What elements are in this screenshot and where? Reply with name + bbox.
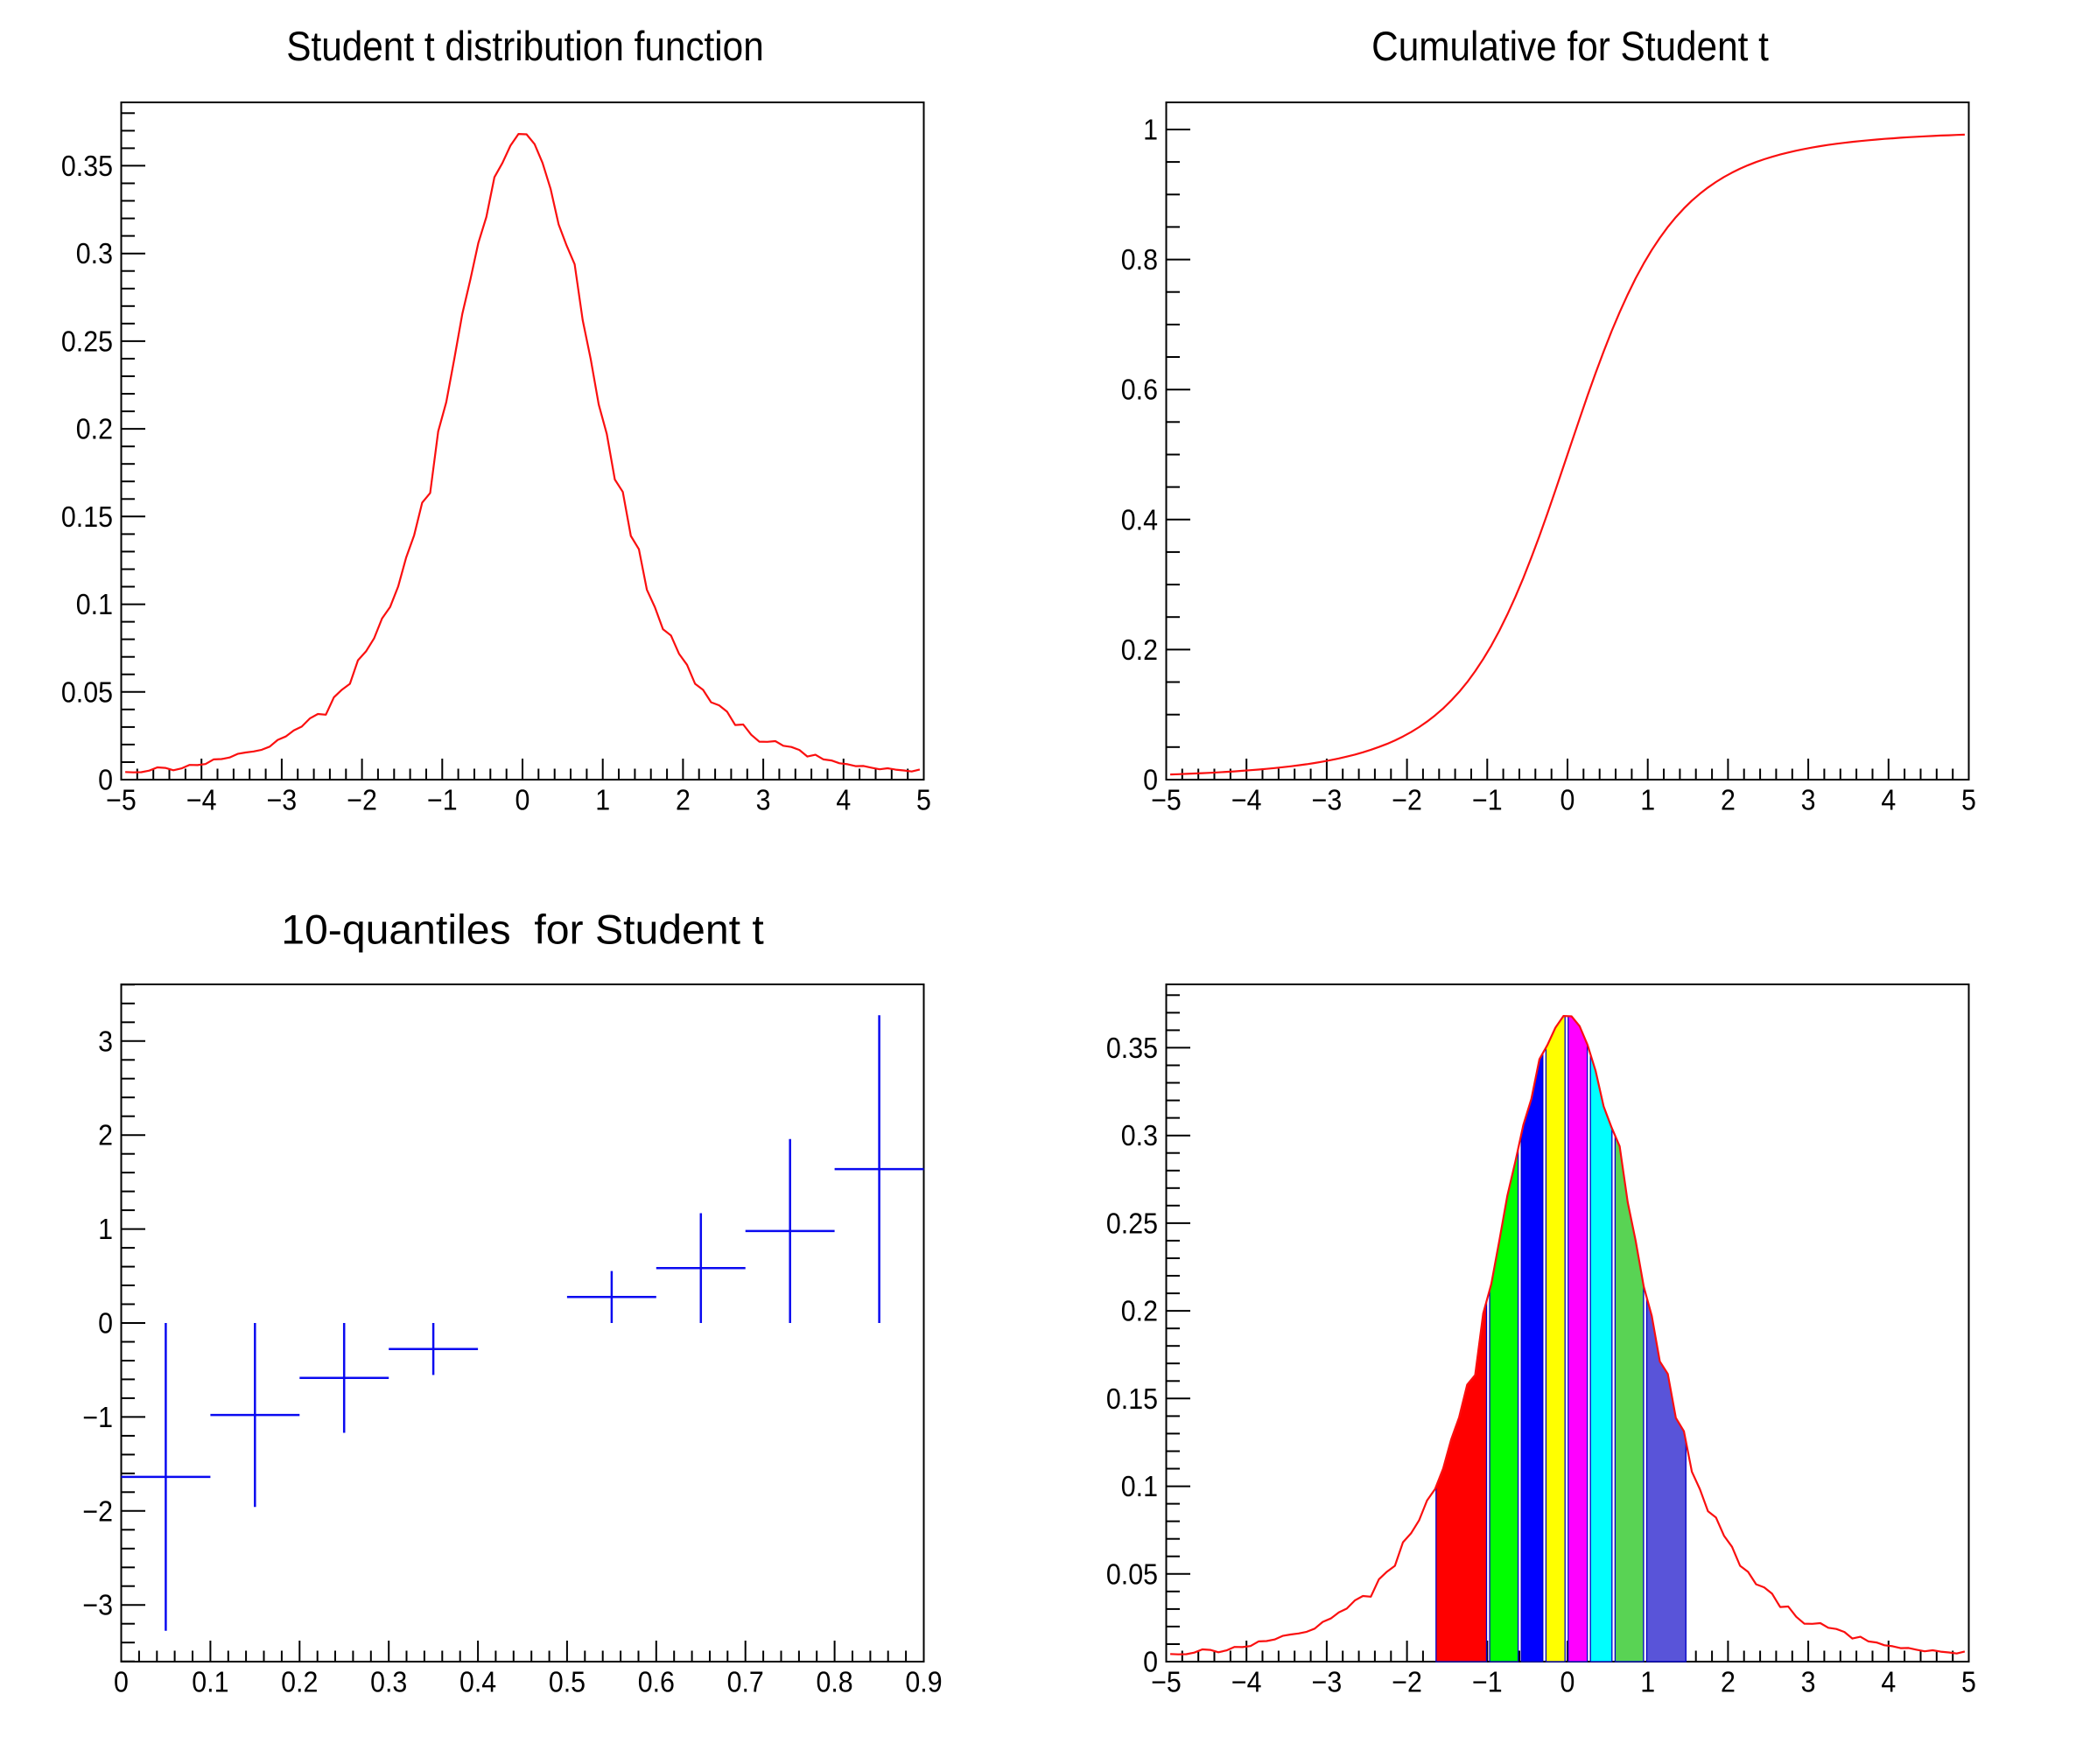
- svg-text:0: 0: [1560, 1665, 1575, 1698]
- svg-text:0.2: 0.2: [281, 1665, 318, 1698]
- svg-text:2: 2: [1721, 783, 1736, 816]
- svg-text:−5: −5: [1151, 783, 1182, 816]
- svg-text:−2: −2: [1392, 1665, 1422, 1698]
- svg-text:1: 1: [1143, 113, 1158, 145]
- svg-text:0.2: 0.2: [1121, 634, 1158, 666]
- svg-text:0.4: 0.4: [1121, 503, 1158, 536]
- svg-text:5: 5: [1961, 1665, 1976, 1698]
- svg-text:−1: −1: [1472, 1665, 1503, 1698]
- svg-text:0.4: 0.4: [459, 1665, 496, 1698]
- svg-text:1: 1: [98, 1213, 113, 1245]
- svg-text:4: 4: [1881, 783, 1896, 816]
- svg-text:0: 0: [515, 783, 530, 816]
- svg-text:2: 2: [98, 1119, 113, 1152]
- svg-text:0.1: 0.1: [192, 1665, 228, 1698]
- svg-text:3: 3: [756, 783, 771, 816]
- svg-text:0.35: 0.35: [1106, 1032, 1158, 1064]
- svg-text:5: 5: [1961, 783, 1976, 816]
- svg-text:−3: −3: [1312, 783, 1343, 816]
- svg-text:0.1: 0.1: [1121, 1470, 1158, 1502]
- svg-text:0: 0: [1560, 783, 1575, 816]
- svg-text:2: 2: [1721, 1665, 1736, 1698]
- svg-text:0.35: 0.35: [61, 150, 113, 182]
- svg-text:0.1: 0.1: [76, 588, 113, 620]
- svg-text:0.6: 0.6: [1121, 374, 1158, 406]
- svg-text:−3: −3: [82, 1589, 113, 1621]
- svg-text:0.6: 0.6: [638, 1665, 675, 1698]
- svg-text:−4: −4: [186, 783, 217, 816]
- svg-text:0.3: 0.3: [1121, 1119, 1158, 1152]
- svg-text:0.8: 0.8: [1121, 243, 1158, 276]
- svg-text:−1: −1: [427, 783, 458, 816]
- svg-text:−4: −4: [1231, 783, 1262, 816]
- svg-text:0.8: 0.8: [817, 1665, 853, 1698]
- svg-text:0: 0: [98, 763, 113, 795]
- svg-text:−2: −2: [1392, 783, 1422, 816]
- svg-text:1: 1: [595, 783, 610, 816]
- svg-text:0.25: 0.25: [61, 325, 113, 357]
- svg-text:0: 0: [98, 1306, 113, 1339]
- svg-text:0: 0: [114, 1665, 129, 1698]
- svg-text:−5: −5: [106, 783, 137, 816]
- svg-text:1: 1: [1640, 783, 1655, 816]
- svg-text:Cumulative for Student t: Cumulative for Student t: [1371, 24, 1769, 70]
- svg-text:−4: −4: [1231, 1665, 1262, 1698]
- svg-text:4: 4: [836, 783, 851, 816]
- svg-text:10-quantiles for Student t: 10-quantiles for Student t: [281, 907, 764, 953]
- svg-text:−2: −2: [347, 783, 377, 816]
- svg-text:−2: −2: [82, 1494, 113, 1527]
- svg-text:0.3: 0.3: [370, 1665, 407, 1698]
- svg-text:0: 0: [1143, 763, 1158, 795]
- svg-text:0.5: 0.5: [549, 1665, 586, 1698]
- svg-text:0.2: 0.2: [76, 412, 113, 444]
- svg-text:0.15: 0.15: [61, 500, 113, 533]
- svg-text:0.05: 0.05: [1106, 1558, 1158, 1590]
- svg-text:0.15: 0.15: [1106, 1382, 1158, 1415]
- svg-text:0.05: 0.05: [61, 676, 113, 708]
- svg-text:3: 3: [98, 1025, 113, 1057]
- svg-text:5: 5: [916, 783, 931, 816]
- svg-text:−3: −3: [267, 783, 298, 816]
- svg-text:−1: −1: [1472, 783, 1503, 816]
- svg-text:0.9: 0.9: [905, 1665, 942, 1698]
- svg-text:3: 3: [1801, 1665, 1816, 1698]
- svg-text:4: 4: [1881, 1665, 1896, 1698]
- svg-text:−1: −1: [82, 1401, 113, 1433]
- svg-text:0.7: 0.7: [727, 1665, 764, 1698]
- svg-text:0.2: 0.2: [1121, 1294, 1158, 1326]
- svg-text:2: 2: [676, 783, 691, 816]
- svg-text:0: 0: [1143, 1645, 1158, 1677]
- svg-text:Student t distribution functio: Student t distribution function: [286, 24, 763, 70]
- svg-text:0.3: 0.3: [76, 237, 113, 270]
- svg-text:−3: −3: [1312, 1665, 1343, 1698]
- svg-text:0.25: 0.25: [1106, 1207, 1158, 1239]
- svg-text:1: 1: [1640, 1665, 1655, 1698]
- svg-text:−5: −5: [1151, 1665, 1182, 1698]
- svg-text:3: 3: [1801, 783, 1816, 816]
